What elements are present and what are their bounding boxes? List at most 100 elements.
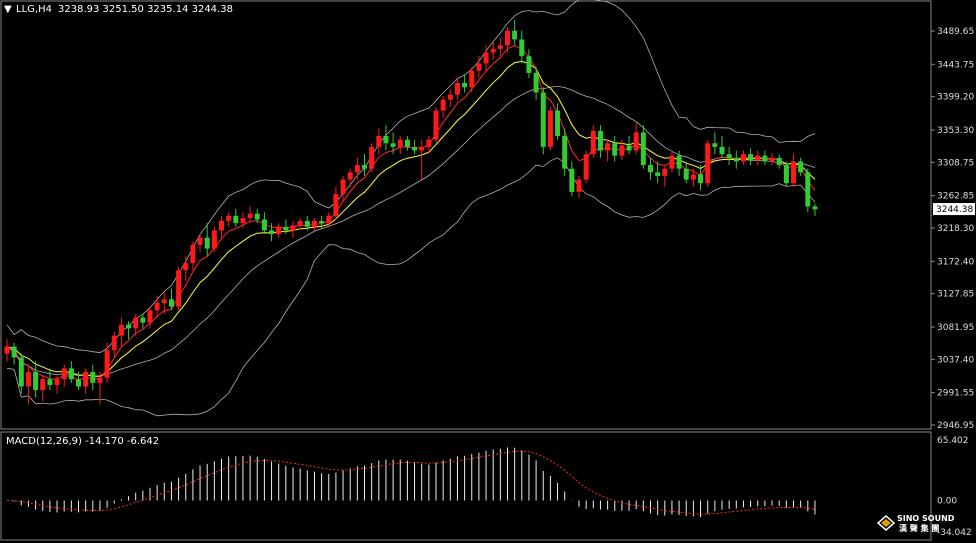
candle-body bbox=[755, 155, 761, 160]
candle-body bbox=[712, 143, 718, 147]
candle-body bbox=[619, 145, 625, 156]
candle-body bbox=[269, 230, 275, 235]
candle-body bbox=[562, 136, 568, 169]
price-tick-label: 3127.85 bbox=[937, 290, 974, 300]
candle-body bbox=[161, 299, 167, 303]
candle-body bbox=[11, 346, 17, 358]
candle-body bbox=[648, 165, 653, 173]
collapse-arrow-icon[interactable]: ▼ bbox=[4, 4, 12, 15]
ohlc-readout: 3238.93 3251.50 3235.14 3244.38 bbox=[58, 4, 233, 15]
candle-body bbox=[426, 139, 432, 147]
candles bbox=[4, 19, 818, 405]
candle-body bbox=[662, 168, 668, 176]
candle-body bbox=[791, 161, 796, 184]
macd-pane-border bbox=[0, 431, 932, 541]
sino-sound-logo: SINO SOUND 漢 聲 集 團 bbox=[876, 514, 955, 533]
candle-body bbox=[469, 70, 475, 88]
candle-body bbox=[583, 154, 589, 180]
macd-axis: 65.402 0.00 -34.042 bbox=[937, 436, 972, 538]
candle-body bbox=[347, 172, 353, 180]
candle-body bbox=[369, 146, 375, 169]
candle-body bbox=[726, 154, 732, 158]
middle-band-line bbox=[6, 85, 816, 377]
candle-body bbox=[412, 146, 418, 151]
candle-body bbox=[226, 215, 232, 221]
candle-body bbox=[447, 94, 453, 100]
candle-body bbox=[340, 179, 346, 195]
candle-body bbox=[490, 48, 496, 53]
candle-body bbox=[147, 310, 153, 323]
candle-body bbox=[533, 72, 539, 93]
candle-body bbox=[555, 110, 561, 137]
candle-body bbox=[655, 172, 661, 176]
logo-subtext: 漢 聲 集 團 bbox=[899, 523, 939, 533]
macd-label: MACD(12,26,9) -14.170 -6.642 bbox=[6, 436, 159, 447]
price-tick-label: 2991.55 bbox=[937, 389, 974, 399]
candle-body bbox=[90, 371, 96, 383]
candle-body bbox=[769, 157, 775, 162]
price-tick-label: 3081.95 bbox=[937, 323, 974, 333]
price-tick-label: 3037.40 bbox=[937, 355, 974, 365]
candle-body bbox=[526, 56, 532, 73]
candle-body bbox=[383, 136, 389, 144]
macd-tick-label: 65.402 bbox=[937, 436, 969, 446]
price-tick-label: 3443.75 bbox=[937, 60, 974, 70]
candle-body bbox=[61, 368, 67, 380]
candle-body bbox=[126, 324, 132, 329]
candle-body bbox=[805, 172, 811, 207]
candle-body bbox=[333, 194, 339, 216]
candle-body bbox=[698, 174, 704, 184]
candle-body bbox=[176, 270, 182, 307]
candle-body bbox=[168, 299, 174, 307]
candle-body bbox=[219, 220, 224, 231]
candle-body bbox=[690, 174, 696, 180]
candle-body bbox=[440, 99, 446, 111]
candle-body bbox=[154, 302, 160, 311]
candle-body bbox=[454, 83, 460, 95]
candle-body bbox=[512, 30, 518, 40]
candle-body bbox=[390, 143, 396, 147]
price-tick-label: 3308.75 bbox=[937, 158, 974, 168]
candle-body bbox=[740, 154, 746, 162]
candle-body bbox=[97, 377, 103, 383]
candle-body bbox=[519, 39, 525, 57]
candle-body bbox=[233, 215, 239, 224]
symbol-label: LLG,H4 bbox=[16, 4, 52, 15]
candle-body bbox=[311, 220, 317, 227]
candle-body bbox=[18, 357, 24, 387]
candle-body bbox=[354, 165, 360, 173]
candle-body bbox=[68, 368, 74, 380]
candle-body bbox=[569, 168, 575, 192]
candle-body bbox=[419, 146, 425, 151]
macd-histogram bbox=[6, 447, 816, 518]
candle-body bbox=[76, 379, 81, 387]
candle-body bbox=[783, 165, 789, 184]
candle-body bbox=[404, 139, 410, 147]
candle-body bbox=[397, 139, 403, 147]
candle-body bbox=[612, 143, 618, 156]
candle-body bbox=[247, 213, 253, 219]
candle-body bbox=[133, 317, 139, 329]
logo-diamond-icon bbox=[876, 515, 896, 531]
candle-body bbox=[633, 132, 639, 151]
candle-body bbox=[33, 371, 39, 391]
candle-body bbox=[505, 30, 510, 46]
candle-body bbox=[183, 263, 189, 271]
candle-body bbox=[497, 45, 503, 49]
candle-body bbox=[676, 155, 682, 169]
candle-body bbox=[576, 179, 582, 192]
price-tick-label: 3262.85 bbox=[937, 192, 974, 202]
candle-body bbox=[762, 155, 768, 162]
candle-body bbox=[319, 220, 325, 224]
candle-body bbox=[626, 145, 632, 151]
candle-body bbox=[483, 52, 489, 64]
candle-body bbox=[705, 143, 711, 184]
candle-body bbox=[462, 83, 468, 88]
candle-body bbox=[733, 157, 739, 162]
candle-body bbox=[376, 136, 382, 147]
candle-body bbox=[54, 379, 60, 386]
candle-body bbox=[640, 132, 646, 166]
bollinger-bands bbox=[6, 0, 816, 417]
candle-body bbox=[798, 161, 804, 173]
